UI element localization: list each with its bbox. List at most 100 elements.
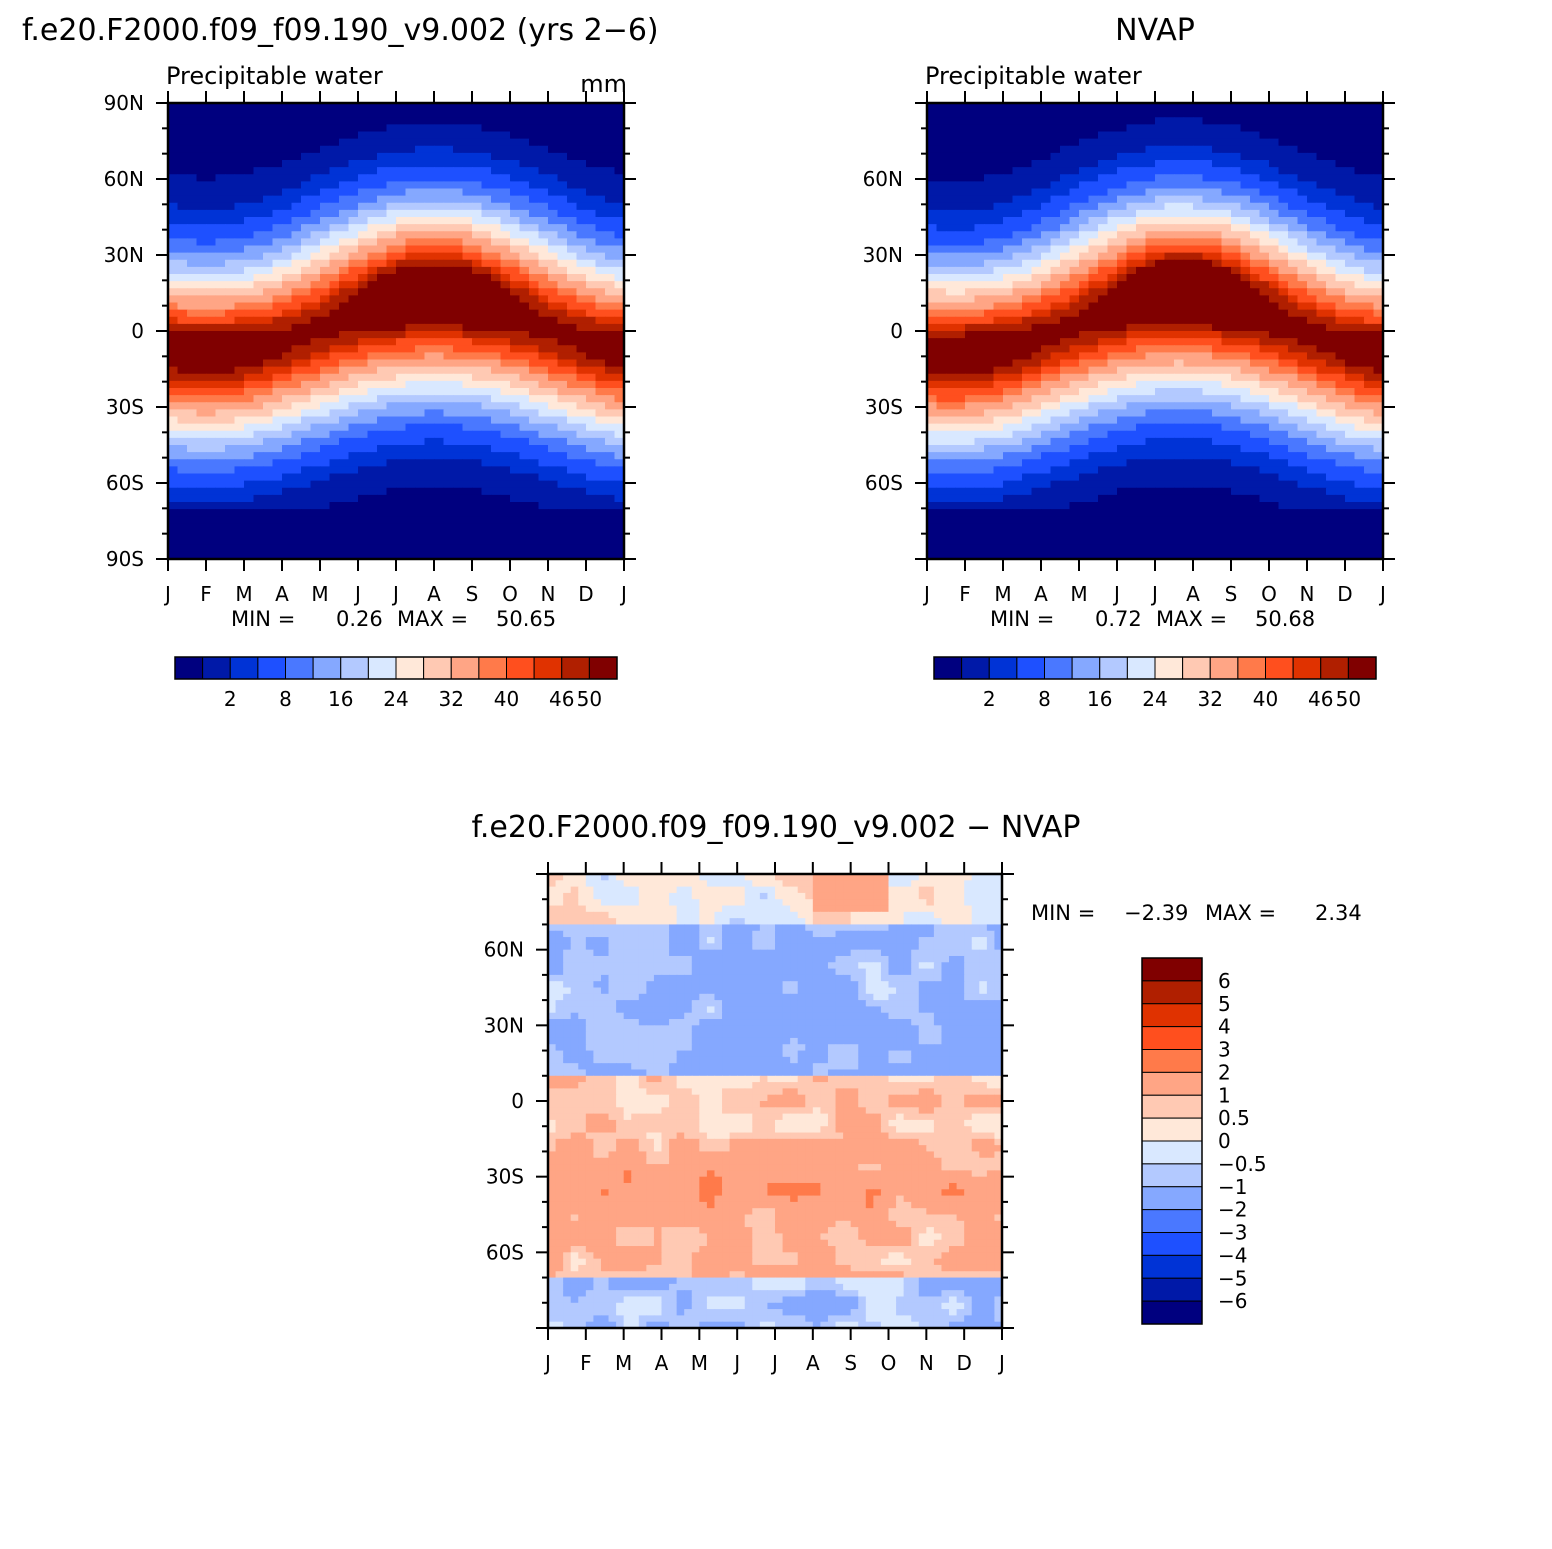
- contour-cell: [282, 245, 293, 254]
- contour-cell: [614, 473, 625, 482]
- contour-cell: [605, 416, 616, 425]
- contour-cell: [177, 224, 188, 232]
- contour-cell: [1250, 259, 1261, 268]
- contour-cell: [548, 480, 559, 489]
- contour-cell: [605, 395, 616, 403]
- contour-cell: [1183, 338, 1194, 346]
- contour-cell: [272, 145, 283, 154]
- contour-cell: [1307, 352, 1318, 361]
- contour-cell: [1060, 188, 1071, 197]
- contour-cell: [1003, 209, 1014, 218]
- contour-cell: [424, 323, 435, 332]
- contour-cell: [177, 359, 188, 368]
- contour-cell: [472, 452, 483, 460]
- contour-cell: [282, 395, 293, 403]
- contour-cell: [215, 509, 226, 517]
- contour-cell: [168, 238, 179, 247]
- contour-cell: [1373, 266, 1384, 275]
- contour-cell: [548, 245, 559, 254]
- contour-cell: [367, 188, 378, 197]
- contour-cell: [1373, 174, 1384, 182]
- contour-cell: [567, 224, 578, 232]
- contour-cell: [415, 295, 426, 304]
- contour-cell: [367, 544, 378, 553]
- contour-cell: [595, 224, 606, 232]
- contour-cell: [1183, 302, 1194, 311]
- contour-cell: [187, 295, 198, 304]
- contour-cell: [557, 373, 568, 382]
- contour-cell: [1316, 202, 1327, 211]
- contour-cell: [348, 551, 359, 560]
- contour-cell: [927, 224, 938, 232]
- contour-cell: [519, 259, 530, 268]
- contour-cell: [415, 523, 426, 532]
- contour-cell: [1136, 103, 1147, 111]
- contour-cell: [1202, 359, 1213, 368]
- contour-cell: [434, 523, 445, 532]
- contour-cell: [320, 502, 331, 510]
- contour-cell: [215, 160, 226, 168]
- contour-cell: [1259, 124, 1270, 133]
- contour-cell: [1231, 202, 1242, 211]
- contour-cell: [586, 160, 597, 168]
- contour-cell: [244, 309, 255, 318]
- contour-cell: [443, 124, 454, 133]
- contour-cell: [215, 103, 226, 111]
- contour-cell: [576, 281, 587, 289]
- contour-cell: [301, 124, 312, 133]
- contour-cell: [481, 459, 492, 467]
- contour-cell: [529, 224, 540, 232]
- contour-cell: [358, 516, 369, 524]
- contour-cell: [472, 131, 483, 140]
- contour-cell: [586, 174, 597, 182]
- contour-cell: [263, 217, 274, 225]
- contour-cell: [1202, 309, 1213, 318]
- contour-cell: [405, 266, 416, 275]
- contour-cell: [196, 167, 207, 175]
- contour-cell: [1098, 181, 1109, 190]
- contour-cell: [215, 309, 226, 318]
- contour-cell: [500, 259, 511, 268]
- contour-cell: [462, 395, 473, 403]
- contour-cell: [1354, 266, 1365, 275]
- contour-cell: [291, 544, 302, 553]
- contour-cell: [168, 274, 179, 282]
- contour-cell: [377, 124, 388, 133]
- contour-cell: [1117, 245, 1128, 254]
- contour-cell: [301, 388, 312, 396]
- contour-cell: [1326, 259, 1337, 268]
- contour-cell: [927, 338, 938, 346]
- contour-cell: [405, 131, 416, 140]
- contour-cell: [1145, 281, 1156, 289]
- contour-cell: [510, 409, 521, 418]
- contour-cell: [1126, 131, 1137, 140]
- contour-cell: [434, 195, 445, 204]
- contour-cell: [234, 423, 245, 432]
- contour-cell: [301, 181, 312, 190]
- contour-cell: [415, 409, 426, 418]
- contour-cell: [263, 359, 274, 368]
- contour-cell: [1050, 302, 1061, 311]
- contour-cell: [519, 345, 530, 353]
- contour-cell: [1050, 224, 1061, 232]
- contour-cell: [614, 487, 625, 496]
- contour-cell: [1278, 266, 1289, 275]
- contour-cell: [377, 188, 388, 197]
- contour-cell: [282, 117, 293, 125]
- contour-cell: [206, 388, 217, 396]
- contour-cell: [1145, 224, 1156, 232]
- contour-cell: [1316, 174, 1327, 182]
- contour-cell: [462, 124, 473, 133]
- contour-cell: [614, 551, 625, 560]
- contour-cell: [1345, 124, 1356, 133]
- contour-cell: [538, 395, 549, 403]
- contour-cell: [1354, 323, 1365, 332]
- contour-cell: [529, 409, 540, 418]
- contour-cell: [595, 345, 606, 353]
- contour-cell: [386, 423, 397, 432]
- contour-cell: [339, 459, 350, 467]
- contour-cell: [348, 445, 359, 453]
- contour-cell: [377, 160, 388, 168]
- contour-cell: [1326, 323, 1337, 332]
- contour-cell: [234, 430, 245, 439]
